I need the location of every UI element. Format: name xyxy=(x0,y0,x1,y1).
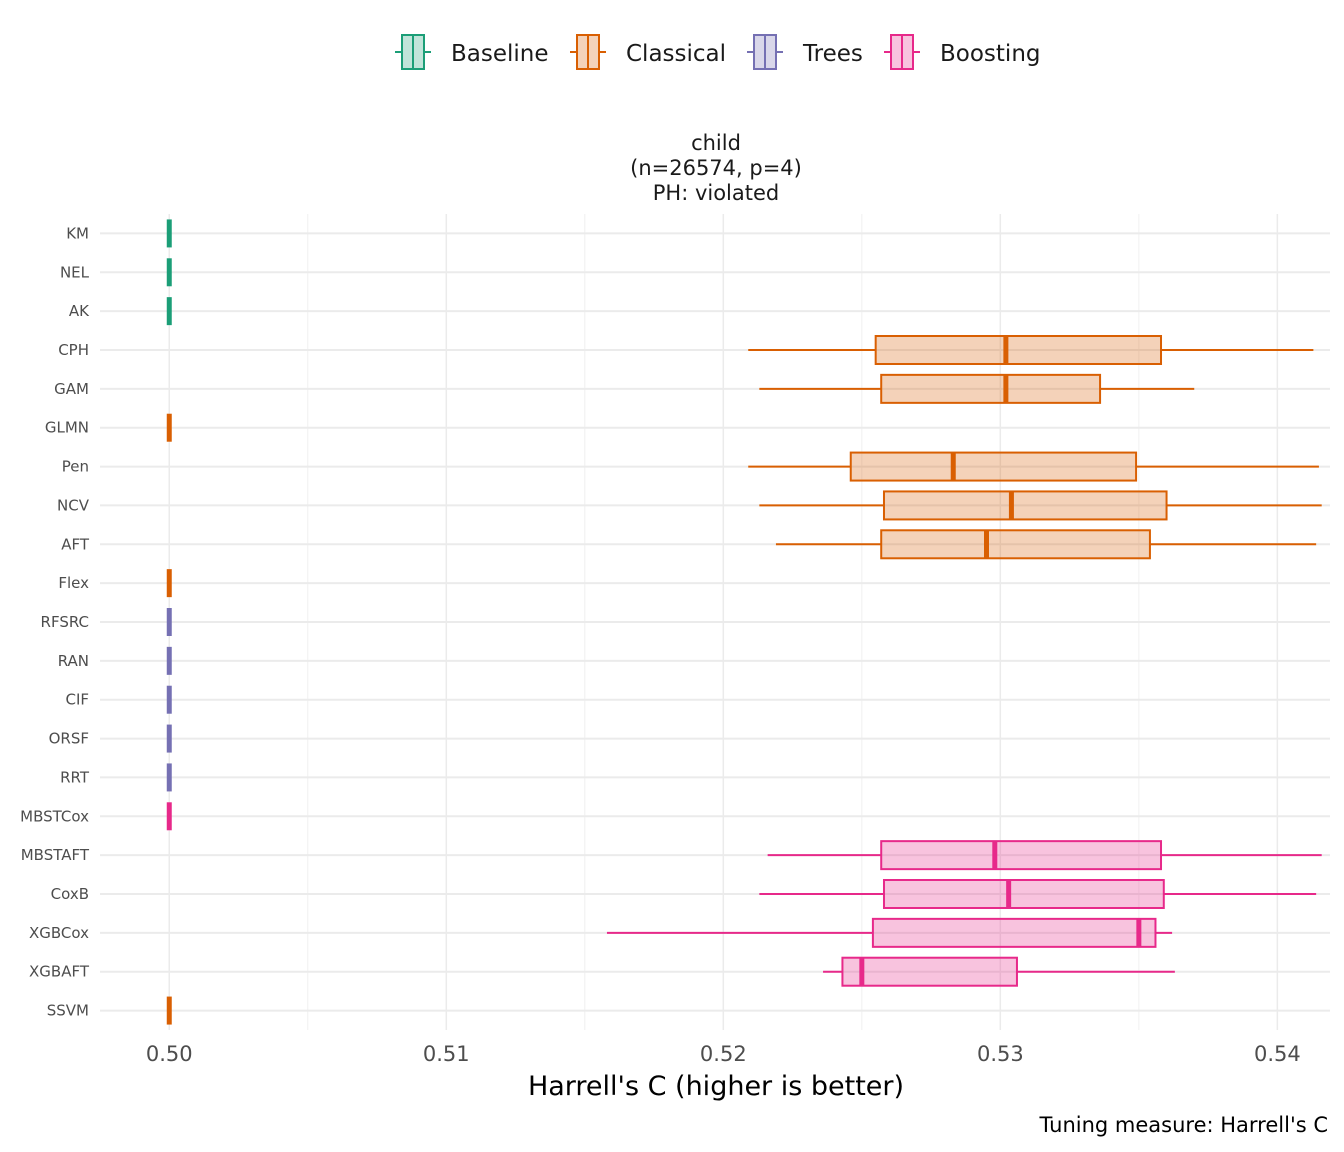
x-tick-label: 0.54 xyxy=(1254,1042,1301,1066)
y-tick-label: CPH xyxy=(58,341,89,359)
y-tick-label: RAN xyxy=(58,652,89,670)
y-tick-label: KM xyxy=(66,224,89,242)
y-tick-label: CoxB xyxy=(51,885,89,903)
iqr-box xyxy=(849,451,1138,482)
box-GAM xyxy=(759,373,1195,404)
x-tick-label: 0.50 xyxy=(146,1042,193,1066)
y-tick-label: NEL xyxy=(60,263,90,281)
y-axis-labels: KM NEL AK CPH GAM GLMN Pen NCV AFT Flex RFSRC RAN CI… xyxy=(20,224,90,1019)
box-Pen xyxy=(748,451,1319,482)
legend-item-boosting: Boosting xyxy=(884,34,1041,70)
x-tick-label: 0.52 xyxy=(700,1042,747,1066)
y-tick-label: AFT xyxy=(61,535,90,553)
x-tick-label: 0.53 xyxy=(977,1042,1024,1066)
facet-title-line-1: child xyxy=(691,131,741,155)
legend-label: Classical xyxy=(626,41,726,67)
box-CPH xyxy=(748,335,1314,365)
facet-strip-title: child (n=26574, p=4) PH: violated xyxy=(630,131,802,205)
x-axis-labels: 0.50 0.51 0.52 0.53 0.54 xyxy=(146,1042,1301,1066)
y-tick-label: SSVM xyxy=(47,1002,89,1020)
box-NCV xyxy=(759,490,1322,521)
y-tick-label: Pen xyxy=(62,458,89,476)
legend-label: Boosting xyxy=(940,41,1041,67)
iqr-box xyxy=(882,490,1168,521)
facet-title-line-2: (n=26574, p=4) xyxy=(630,156,802,180)
iqr-box xyxy=(880,529,1151,560)
y-tick-label: ORSF xyxy=(49,730,89,748)
y-tick-label: RFSRC xyxy=(41,613,89,631)
box-AFT xyxy=(775,529,1317,560)
y-tick-label: XGBCox xyxy=(29,924,89,942)
y-tick-label: CIF xyxy=(65,691,89,709)
y-tick-label: AK xyxy=(69,302,90,320)
iqr-box xyxy=(880,373,1102,404)
facet-title-line-3: PH: violated xyxy=(653,181,780,205)
legend: Baseline Classical Trees Boosting xyxy=(395,34,1041,70)
y-tick-label: GLMN xyxy=(45,419,89,437)
x-axis-title: Harrell's C (higher is better) xyxy=(528,1071,904,1102)
box-MBSTAFT xyxy=(767,840,1322,871)
legend-label: Trees xyxy=(802,41,863,67)
legend-item-classical: Classical xyxy=(570,34,726,70)
box-CoxB xyxy=(759,879,1317,909)
y-tick-label: XGBAFT xyxy=(29,963,90,981)
y-tick-label: NCV xyxy=(57,496,90,514)
y-tick-label: GAM xyxy=(54,380,89,398)
iqr-box xyxy=(841,956,1018,987)
y-tick-label: Flex xyxy=(58,574,89,592)
legend-item-baseline: Baseline xyxy=(395,34,549,70)
iqr-box xyxy=(882,879,1165,909)
iqr-box xyxy=(874,335,1163,365)
iqr-box xyxy=(871,917,1157,948)
y-tick-label: RRT xyxy=(60,768,90,786)
box-XGBAFT xyxy=(823,956,1175,987)
boxes xyxy=(166,219,1322,1025)
y-tick-label: MBSTCox xyxy=(20,807,89,825)
legend-item-trees: Trees xyxy=(747,34,863,70)
box-XGBCox xyxy=(606,917,1173,948)
caption: Tuning measure: Harrell's C xyxy=(1039,1113,1328,1137)
iqr-box xyxy=(880,840,1163,871)
legend-label: Baseline xyxy=(451,41,549,67)
x-tick-label: 0.51 xyxy=(423,1042,470,1066)
y-tick-label: MBSTAFT xyxy=(21,846,90,864)
